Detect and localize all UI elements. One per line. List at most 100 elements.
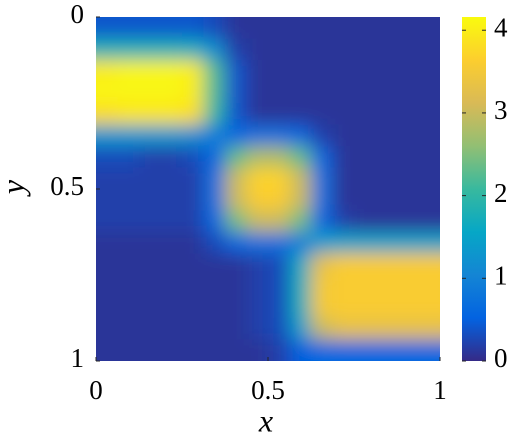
heatmap-cell [96,339,118,361]
heatmap-cell [268,103,290,125]
heatmap-cell [117,318,140,340]
heatmap-cell [397,253,419,276]
heatmap-cell [311,275,333,297]
heatmap-cell [375,296,398,319]
heatmap-cell [160,124,183,147]
heatmap-cell [139,253,161,276]
heatmap-cell [289,60,312,82]
heatmap-cell [160,60,183,82]
heatmap-cell [311,146,333,168]
heatmap-cell [96,103,118,125]
heatmap-cell [117,38,140,61]
heatmap-cell [397,210,419,233]
heatmap-cell [246,339,269,361]
heatmap-cell [182,339,204,361]
heatmap-cell [354,103,376,125]
heatmap-cell [96,38,118,61]
heatmap-cell [289,210,312,233]
heatmap-cell [289,275,312,297]
colorbar [462,17,486,361]
heatmap-cell [117,146,140,168]
heatmap-cell [354,146,376,168]
heatmap-cell [96,167,118,190]
heatmap-cell [203,339,226,361]
heatmap-cell [225,189,247,211]
heatmap-cell [397,81,419,104]
heatmap-cell [332,210,355,233]
heatmap-cell [182,60,204,82]
heatmap-cell [182,296,204,319]
heatmap-cell [139,146,161,168]
heatmap-cell [139,124,161,147]
colorbar-tick-label: 4 [494,12,508,42]
heatmap-cell [289,17,312,39]
heatmap-cell [397,275,419,297]
heatmap-cell [375,17,398,39]
heatmap-cell [311,210,333,233]
plot-area [96,17,440,361]
heatmap-cell [397,17,419,39]
x-tick-label: 0 [89,375,103,405]
heatmap-cell [311,103,333,125]
heatmap-cell [311,60,333,82]
heatmap-cell [225,146,247,168]
heatmap-cell [117,81,140,104]
heatmap-cell [160,296,183,319]
heatmap-cell [160,210,183,233]
heatmap-cell [311,38,333,61]
heatmap-cell [117,103,140,125]
heatmap-cell [289,296,312,319]
heatmap-cell [203,318,226,340]
heatmap-cell [354,253,376,276]
heatmap-cell [375,60,398,82]
heatmap-cell [117,210,140,233]
heatmap-cell [332,167,355,190]
heatmap-cell [332,38,355,61]
heatmap-cell [117,17,140,39]
heatmap-cell [182,253,204,276]
heatmap-cell [139,318,161,340]
heatmap-cell [246,296,269,319]
heatmap-cell [289,38,312,61]
heatmap-cell [375,318,398,340]
heatmap-cell [246,81,269,104]
heatmap-cell [225,124,247,147]
heatmap-cell [375,339,398,361]
heatmap-cell [311,17,333,39]
heatmap-cell [182,124,204,147]
heatmap-cell [311,81,333,104]
heatmap-cell [418,275,440,297]
heatmap-cell [397,339,419,361]
heatmap-cell [375,253,398,276]
heatmap-cell [225,167,247,190]
heatmap-cell [160,38,183,61]
colorbar-tick-label: 3 [494,95,508,125]
heatmap-cell [418,339,440,361]
heatmap-cell [182,210,204,233]
heatmap-cell [203,38,226,61]
heatmap-cell [246,17,269,39]
heatmap-cell [354,124,376,147]
heatmap-cell [139,275,161,297]
heatmap-cell [418,167,440,190]
heatmap-cell [268,210,290,233]
heatmap-cell [311,232,333,254]
heatmap-cell [160,167,183,190]
heatmap-cell [246,124,269,147]
heatmap-cell [268,146,290,168]
heatmap-cell [418,17,440,39]
heatmap-cell [289,146,312,168]
heatmap-cell [246,146,269,168]
colorbar-tick-label: 0 [494,343,508,373]
heatmap-cell [268,232,290,254]
heatmap-cell [332,103,355,125]
heatmap-cell [268,339,290,361]
heatmap-cell [418,124,440,147]
heatmap-cell [397,232,419,254]
colorbar-tick-label: 2 [494,178,508,208]
heatmap-cell [375,81,398,104]
heatmap-cell [139,38,161,61]
heatmap-cell [117,232,140,254]
heatmap-cell [289,339,312,361]
heatmap-cell [311,124,333,147]
